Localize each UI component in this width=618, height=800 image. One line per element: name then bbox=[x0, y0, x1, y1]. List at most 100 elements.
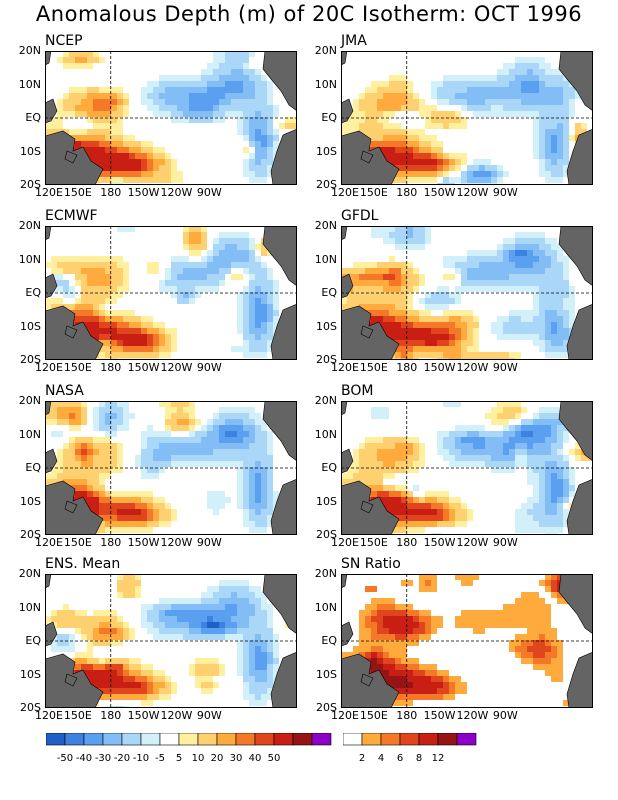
x-tick-label: 150E bbox=[63, 709, 92, 722]
map-sn-ratio bbox=[341, 574, 593, 708]
map-ens-mean bbox=[45, 574, 297, 708]
map-frame bbox=[341, 574, 593, 708]
y-tick-label: 10S bbox=[20, 494, 41, 508]
anomaly-legend-swatch bbox=[235, 733, 256, 746]
map-gfdl bbox=[341, 226, 593, 360]
sn-legend-swatch bbox=[380, 733, 401, 746]
anomaly-legend-swatch bbox=[121, 733, 142, 746]
x-tick-label: 180 bbox=[100, 361, 122, 374]
y-tick-label: 20S bbox=[20, 178, 41, 191]
map-nasa bbox=[45, 401, 297, 535]
panel-label-bom: BOM bbox=[341, 383, 374, 399]
panel-label-sn-ratio: SN Ratio bbox=[341, 556, 401, 572]
anomaly-legend-label: 40 bbox=[249, 753, 262, 764]
x-tick-label: 120E bbox=[35, 186, 63, 199]
anomaly-colorbar: -50 -40 -30 -20 -10 -5 5 10 20 30 40 50 bbox=[46, 733, 332, 764]
y-tick-label: 20S bbox=[316, 701, 337, 714]
anomaly-legend-label: -50 bbox=[57, 753, 73, 764]
anomaly-legend-swatch bbox=[178, 733, 199, 746]
y-tick-label: 10N bbox=[18, 77, 41, 91]
panel-label-ncep: NCEP bbox=[45, 33, 83, 49]
y-tick-label: EQ bbox=[25, 461, 41, 474]
map-frame bbox=[45, 226, 297, 360]
x-tick-label: 120W bbox=[160, 536, 193, 549]
x-tick-label: 150E bbox=[63, 186, 92, 199]
anomaly-field bbox=[45, 574, 297, 708]
x-tick-label: 120W bbox=[160, 709, 193, 722]
y-tick-label: EQ bbox=[321, 634, 337, 647]
panel-label-ecmwf: ECMWF bbox=[45, 208, 98, 224]
anomaly-legend-swatch bbox=[273, 733, 294, 746]
y-tick-label: 10S bbox=[316, 494, 337, 508]
anomaly-legend-label: 5 bbox=[176, 753, 182, 764]
x-tick-label: 150E bbox=[359, 709, 388, 722]
map-frame bbox=[45, 51, 297, 185]
y-tick-label: 20N bbox=[314, 219, 337, 232]
y-tick-label: 10N bbox=[18, 600, 41, 614]
x-tick-label: 150W bbox=[127, 709, 160, 722]
x-tick-label: 120W bbox=[456, 361, 489, 374]
y-tick-label: 20S bbox=[20, 528, 41, 541]
x-tick-label: 180 bbox=[396, 536, 418, 549]
y-tick-label: 20N bbox=[18, 44, 41, 57]
anomaly-legend-label: -5 bbox=[155, 753, 165, 764]
x-tick-label: 180 bbox=[100, 709, 122, 722]
x-tick-label: 90W bbox=[196, 709, 222, 722]
anomaly-legend-swatch bbox=[197, 733, 218, 746]
x-tick-label: 120E bbox=[331, 186, 359, 199]
y-tick-label: 10S bbox=[316, 319, 337, 333]
map-frame bbox=[45, 574, 297, 708]
y-tick-label: 20N bbox=[314, 567, 337, 580]
anomaly-legend-label: 20 bbox=[211, 753, 224, 764]
x-tick-label: 150E bbox=[359, 186, 388, 199]
map-frame bbox=[341, 401, 593, 535]
panel-label-gfdl: GFDL bbox=[341, 208, 379, 224]
y-tick-label: EQ bbox=[25, 111, 41, 124]
y-tick-label: 10S bbox=[20, 144, 41, 158]
sn-legend-label: 12 bbox=[432, 753, 445, 764]
map-frame bbox=[341, 226, 593, 360]
map-jma bbox=[341, 51, 593, 185]
y-tick-label: 20S bbox=[20, 701, 41, 714]
y-tick-label: EQ bbox=[25, 286, 41, 299]
y-tick-label: 20S bbox=[316, 178, 337, 191]
map-bom bbox=[341, 401, 593, 535]
sn-legend-label: 8 bbox=[416, 753, 422, 764]
y-tick-label: 20S bbox=[20, 353, 41, 366]
anomaly-legend-swatch bbox=[311, 733, 332, 746]
map-frame bbox=[45, 401, 297, 535]
y-tick-label: 10S bbox=[20, 319, 41, 333]
x-tick-label: 150W bbox=[127, 536, 160, 549]
anomaly-legend-swatch bbox=[140, 733, 161, 746]
y-tick-label: 10N bbox=[314, 600, 337, 614]
x-tick-label: 120W bbox=[456, 186, 489, 199]
anomaly-legend-label: 30 bbox=[230, 753, 243, 764]
x-tick-label: 90W bbox=[196, 186, 222, 199]
x-tick-label: 180 bbox=[396, 709, 418, 722]
x-tick-label: 90W bbox=[492, 361, 518, 374]
x-tick-label: 120E bbox=[331, 361, 359, 374]
x-tick-label: 120E bbox=[331, 536, 359, 549]
anomaly-legend-label: -20 bbox=[114, 753, 130, 764]
anomaly-legend-swatch bbox=[292, 733, 313, 746]
y-tick-label: 20S bbox=[316, 528, 337, 541]
anomaly-legend-swatch bbox=[254, 733, 275, 746]
y-tick-label: 20N bbox=[18, 394, 41, 407]
y-tick-label: 10S bbox=[20, 667, 41, 681]
sn-legend-swatch bbox=[456, 733, 477, 746]
anomaly-legend-swatch bbox=[64, 733, 85, 746]
anomaly-legend-label: 10 bbox=[192, 753, 205, 764]
x-tick-label: 90W bbox=[492, 186, 518, 199]
anomaly-legend-label: -30 bbox=[95, 753, 111, 764]
map-frame bbox=[341, 51, 593, 185]
x-tick-label: 180 bbox=[100, 536, 122, 549]
sn-legend-label: 4 bbox=[378, 753, 384, 764]
x-tick-label: 150E bbox=[63, 361, 92, 374]
x-tick-label: 120E bbox=[35, 361, 63, 374]
anomaly-legend-swatch bbox=[83, 733, 104, 746]
sn-legend-swatch bbox=[343, 733, 363, 746]
y-tick-label: 20S bbox=[316, 353, 337, 366]
anomaly-legend-swatch bbox=[102, 733, 123, 746]
sn-legend-label: 6 bbox=[397, 753, 403, 764]
x-tick-label: 150E bbox=[63, 536, 92, 549]
